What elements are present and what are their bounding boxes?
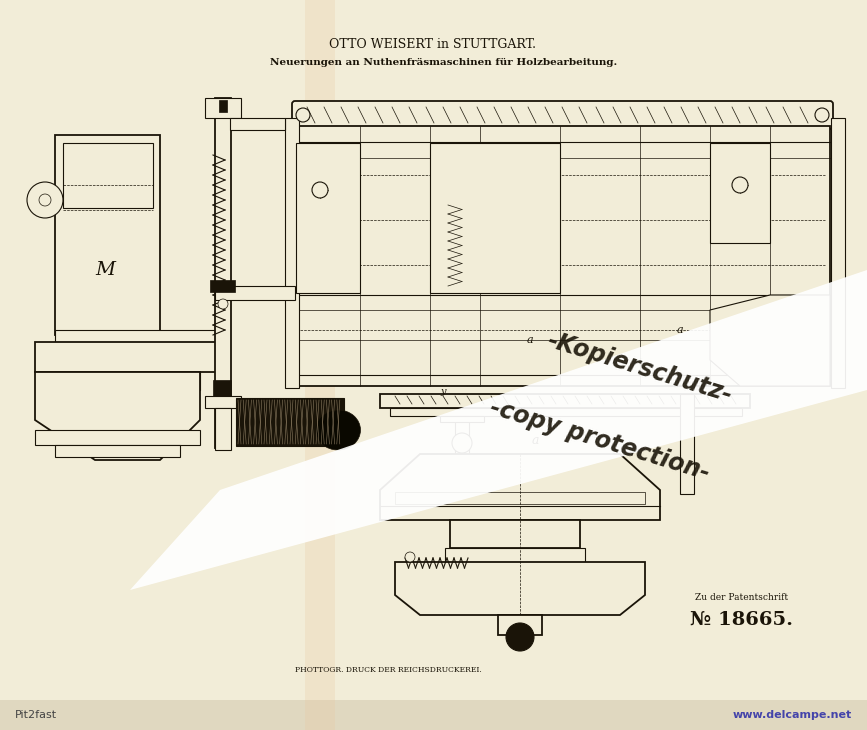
Bar xyxy=(445,548,585,562)
Circle shape xyxy=(27,182,63,218)
Circle shape xyxy=(405,552,415,562)
Bar xyxy=(210,280,235,292)
Circle shape xyxy=(732,177,748,193)
Bar xyxy=(205,98,241,118)
Circle shape xyxy=(312,182,328,198)
Text: Neuerungen an Nuthenfräsmaschinen für Holzbearbeitung.: Neuerungen an Nuthenfräsmaschinen für Ho… xyxy=(270,58,617,66)
Bar xyxy=(680,394,694,494)
Bar xyxy=(215,98,231,448)
PathPatch shape xyxy=(395,562,645,615)
FancyBboxPatch shape xyxy=(292,101,833,129)
Bar xyxy=(236,398,344,446)
Circle shape xyxy=(452,433,472,453)
Ellipse shape xyxy=(316,410,361,450)
Bar xyxy=(230,118,285,130)
Text: M: M xyxy=(95,261,115,279)
Bar xyxy=(390,408,742,416)
Circle shape xyxy=(296,108,310,122)
Bar xyxy=(213,380,231,396)
Bar xyxy=(295,126,830,386)
Bar xyxy=(831,118,845,388)
Bar xyxy=(380,394,750,408)
Circle shape xyxy=(815,108,829,122)
Text: a: a xyxy=(526,335,533,345)
Text: a: a xyxy=(676,325,683,335)
Circle shape xyxy=(39,194,51,206)
Bar xyxy=(215,286,295,300)
Bar xyxy=(296,143,360,293)
Text: PHOTTOGR. DRUCK DER REICHSDRUCKEREI.: PHOTTOGR. DRUCK DER REICHSDRUCKEREI. xyxy=(295,666,482,674)
Text: OTTO WEISERT in STUTTGART.: OTTO WEISERT in STUTTGART. xyxy=(329,37,537,50)
Bar xyxy=(35,342,220,372)
Bar xyxy=(215,408,231,450)
Circle shape xyxy=(218,299,228,309)
Text: a: a xyxy=(531,434,538,447)
PathPatch shape xyxy=(35,372,200,460)
Bar xyxy=(305,0,335,730)
Text: -copy protection-: -copy protection- xyxy=(487,395,713,485)
Text: -Kopierschutz-: -Kopierschutz- xyxy=(544,328,735,407)
Bar xyxy=(450,520,580,548)
Text: Pit2fast: Pit2fast xyxy=(15,710,57,720)
Bar xyxy=(0,700,867,730)
Bar xyxy=(440,416,484,422)
Bar xyxy=(55,445,180,457)
Bar xyxy=(35,430,200,445)
Polygon shape xyxy=(130,270,867,590)
Bar xyxy=(219,100,227,112)
PathPatch shape xyxy=(380,454,660,520)
Bar xyxy=(55,372,200,390)
Bar xyxy=(55,330,220,342)
Bar xyxy=(430,143,560,293)
Text: www.delcampe.net: www.delcampe.net xyxy=(733,710,852,720)
Text: № 18665.: № 18665. xyxy=(690,611,793,629)
Text: Zu der Patentschrift: Zu der Patentschrift xyxy=(695,593,788,602)
PathPatch shape xyxy=(710,295,830,386)
Text: y: y xyxy=(440,388,446,396)
Bar xyxy=(63,143,153,208)
Bar xyxy=(205,396,241,408)
Bar xyxy=(455,416,469,454)
Bar xyxy=(395,492,645,504)
Bar xyxy=(710,143,770,243)
Bar xyxy=(498,615,542,635)
Bar xyxy=(285,118,299,388)
Bar xyxy=(55,135,160,335)
Circle shape xyxy=(506,623,534,651)
